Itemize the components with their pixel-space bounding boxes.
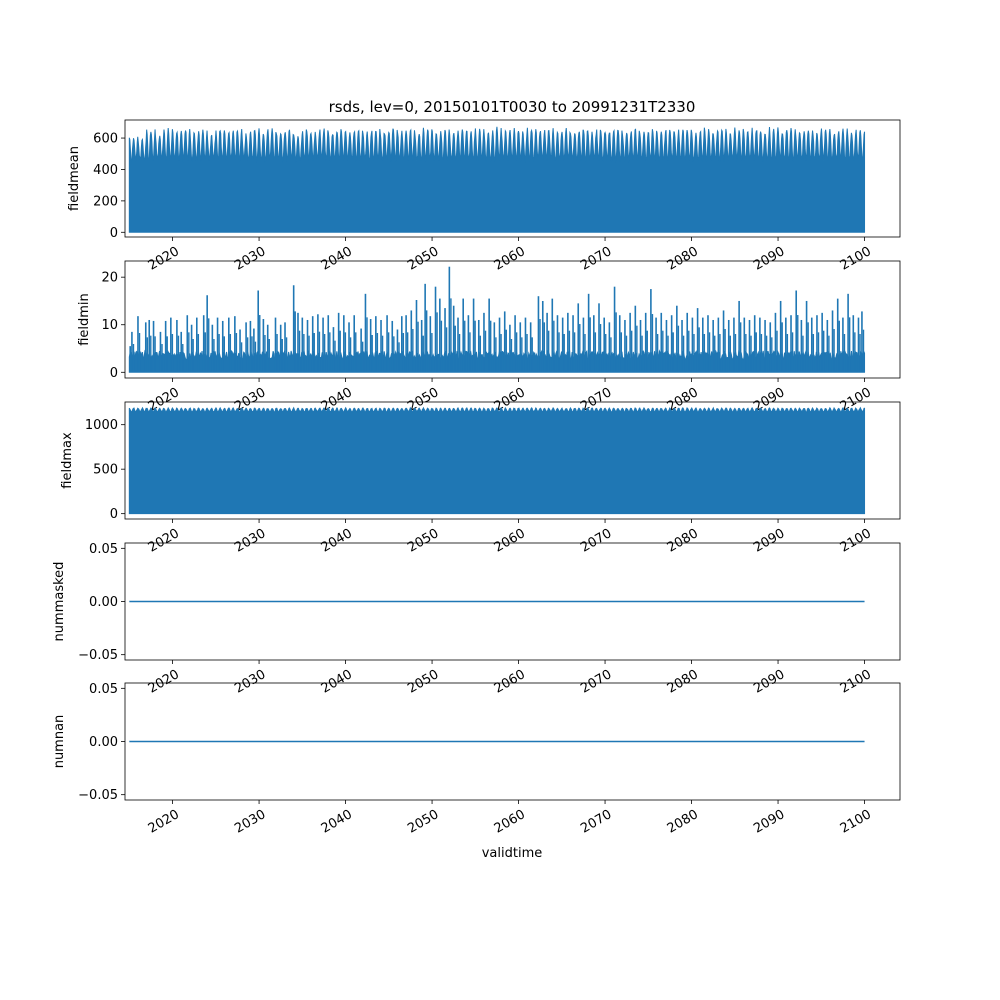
y-tick-label: 400 <box>93 163 118 178</box>
series-fill <box>128 126 866 233</box>
series-fill <box>128 406 866 515</box>
y-tick-label: 200 <box>93 194 118 209</box>
axes-frame <box>124 119 901 238</box>
axes-frame <box>124 401 901 520</box>
y-tick-label: 0.05 <box>89 542 118 557</box>
y-tick-label: 500 <box>93 463 118 478</box>
y-axis-label: fieldmax <box>60 432 75 489</box>
y-tick-label: 1000 <box>85 418 118 433</box>
chart-title: rsds, lev=0, 20150101T0030 to 20991231T2… <box>329 98 696 116</box>
series-line <box>128 126 866 233</box>
y-tick-label: 0.00 <box>89 595 118 610</box>
series-line <box>128 266 866 373</box>
series-line <box>128 406 866 515</box>
x-axis-label: validtime <box>482 846 543 861</box>
y-axis-label: numnan <box>52 715 67 769</box>
y-axis-label: fieldmean <box>67 146 82 211</box>
y-tick-label: 20 <box>101 271 118 286</box>
y-tick-label: 0 <box>110 507 118 522</box>
y-tick-label: 0 <box>110 226 118 241</box>
y-tick-label: 0.05 <box>89 682 118 697</box>
y-axis-label: fieldmin <box>77 293 92 346</box>
y-axis-label: nummasked <box>52 562 67 642</box>
y-tick-label: 0 <box>110 366 118 381</box>
y-tick-label: 0.00 <box>89 735 118 750</box>
y-tick-label: −0.05 <box>78 788 118 803</box>
axes-frame <box>124 260 901 379</box>
y-tick-label: −0.05 <box>78 648 118 663</box>
y-tick-label: 600 <box>93 132 118 147</box>
y-tick-label: 10 <box>101 318 118 333</box>
